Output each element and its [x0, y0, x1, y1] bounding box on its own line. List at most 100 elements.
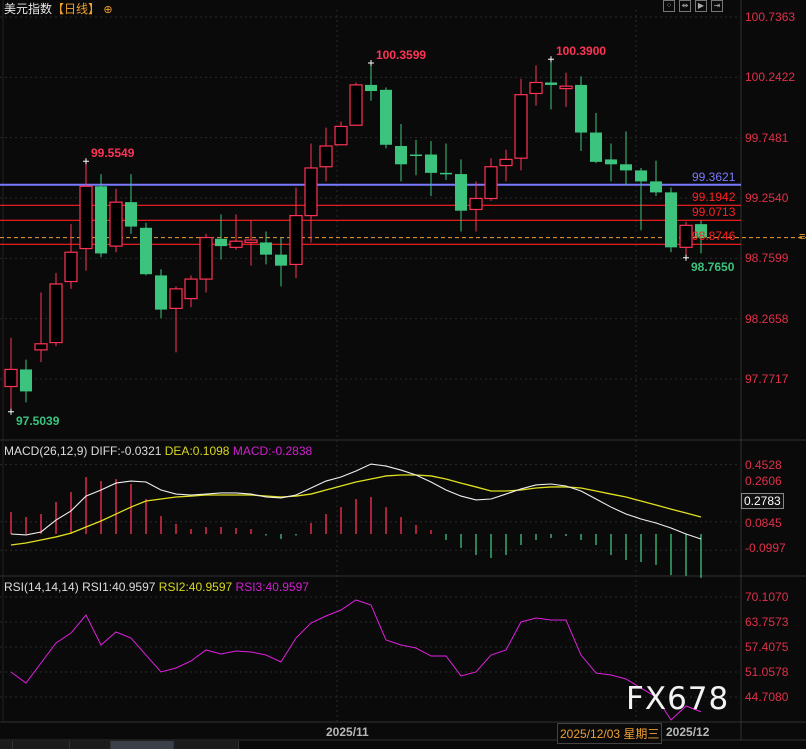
candle-down [380, 89, 392, 145]
macd-axis-label: 0.2606 [745, 474, 782, 488]
rsi-legend: RSI(14,14,14) RSI1:40.9597 RSI2:40.9597 … [4, 580, 309, 594]
low-annotation: 98.7650 [691, 259, 735, 274]
candle-down [140, 227, 152, 275]
price-level-label: 99.1942 [692, 190, 736, 205]
macd-value: MACD:-0.2838 [232, 444, 313, 458]
candle-up [4, 368, 18, 388]
candle-down [575, 84, 587, 133]
crosshair-circle-icon[interactable]: ⊕ [103, 4, 113, 16]
rsi-params: RSI(14,14,14) [4, 580, 79, 594]
high-annotation: 100.3599 [376, 47, 427, 62]
price-axis-label: 97.7717 [745, 372, 789, 386]
rsi-axis-label: 70.1070 [745, 590, 789, 604]
price-axis-label: 100.2422 [745, 70, 796, 85]
price-level-label: 99.0713 [692, 205, 736, 220]
bottom-tab[interactable] [174, 741, 239, 749]
date-axis-label: 2025/12 [666, 725, 710, 739]
candle-down [440, 172, 452, 175]
date-axis-label: 2025/11 [326, 725, 369, 739]
low-annotation: 97.5039 [16, 413, 60, 428]
fit-icon[interactable]: ⇹ [679, 0, 691, 12]
candle-down [695, 224, 707, 238]
candle-down [125, 202, 137, 227]
bottom-tab[interactable] [70, 741, 111, 749]
candle-down [275, 254, 287, 266]
dea-value: DEA:0.1098 [164, 444, 230, 458]
bottom-tab-active[interactable] [111, 741, 174, 749]
rsi-axis-label: 44.7080 [745, 689, 789, 704]
candle-up [79, 185, 93, 250]
candle-down [155, 275, 167, 310]
macd-axis-label: -0.0997 [745, 541, 786, 555]
candle-down [590, 132, 602, 162]
candle-down [545, 82, 557, 85]
candle-down [650, 181, 662, 193]
dea-line [10, 474, 702, 546]
rsi3-value: RSI3:40.9597 [235, 580, 309, 594]
extreme-marker-icon [83, 158, 89, 165]
candle-up [34, 343, 48, 351]
macd-params: MACD(26,12,9) [4, 444, 88, 458]
candle-down [605, 159, 617, 165]
macd-current-box: 0.2783 [741, 493, 784, 509]
crosshair-date: 2025/12/03 星期三 [557, 723, 663, 744]
candle-up [184, 278, 198, 300]
candle-down [365, 84, 377, 92]
macd-axis-label: 0.4528 [745, 458, 782, 472]
rsi-axis-label: 63.7573 [745, 614, 789, 629]
candle-up [349, 84, 363, 126]
candle-down [665, 192, 677, 248]
candle-up [244, 239, 258, 244]
candle-up [679, 224, 693, 248]
candle-down [395, 145, 407, 165]
candle-up [484, 166, 498, 200]
grid-icon[interactable]: ⁘ [663, 0, 675, 12]
extreme-marker-icon [548, 56, 554, 63]
candle-up [469, 197, 483, 211]
candle-down [455, 174, 467, 211]
candle-up [514, 94, 528, 159]
candle-up [559, 85, 573, 90]
macd-legend: MACD(26,12,9) DIFF:-0.0321 DEA:0.1098 MA… [4, 444, 312, 458]
diff-value: DIFF:-0.0321 [90, 444, 162, 458]
price-axis-label: 98.2658 [745, 311, 789, 326]
candle-down [635, 170, 647, 182]
candle-up [499, 158, 513, 167]
candle-up [334, 125, 348, 146]
candle-up [199, 236, 213, 280]
price-axis-label: 99.2540 [745, 191, 789, 205]
candle-up [49, 283, 63, 344]
rsi-axis-label: 57.4075 [745, 639, 789, 654]
candle-up [304, 167, 318, 217]
price-level-label: 99.3621 [692, 169, 736, 184]
bottom-tab[interactable] [0, 741, 13, 749]
forward-icon[interactable]: ⇥ [711, 0, 723, 12]
macd-axis-label: 0.0845 [745, 516, 782, 530]
watermark-logo: FX678 [626, 681, 730, 717]
price-level-label: 98.8746 [692, 229, 736, 244]
bottom-tab[interactable] [13, 741, 70, 749]
candle-up [529, 81, 543, 95]
current-price-marker-icon: ≡ [799, 230, 806, 243]
candle-down [260, 242, 272, 255]
chart-title: 美元指数【日线】 ⊕ [4, 0, 113, 17]
period-label[interactable]: 【日线】 [52, 2, 101, 16]
candle-up [169, 288, 183, 309]
price-axis-label: 100.7363 [745, 10, 796, 24]
candle-up [109, 201, 123, 247]
high-annotation: 100.3900 [556, 44, 607, 59]
candle-down [95, 186, 107, 254]
candle-up [64, 251, 78, 283]
candle-down [425, 154, 437, 173]
play-icon[interactable]: ▶ [695, 0, 707, 12]
candle-down [215, 238, 227, 247]
extreme-marker-icon [683, 254, 689, 261]
candle-down [20, 369, 32, 392]
candle-up [229, 240, 243, 248]
candle-down [620, 164, 632, 171]
high-annotation: 99.5549 [91, 146, 135, 161]
candle-up [289, 214, 303, 266]
extreme-marker-icon [8, 408, 14, 415]
candle-up [319, 145, 333, 168]
